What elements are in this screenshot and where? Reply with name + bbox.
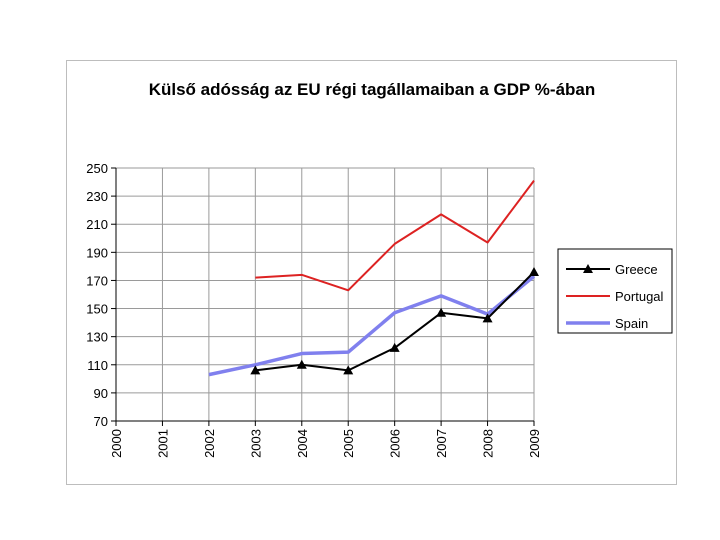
x-tick-label: 2000 <box>109 429 124 458</box>
axes <box>115 168 534 422</box>
legend-marker-greece <box>583 264 593 273</box>
y-tick-label: 90 <box>94 386 108 401</box>
y-axis-ticks: 70 90 110 130 150 170 190 210 230 250 <box>86 161 116 429</box>
series-line-portugal <box>255 180 535 292</box>
x-tick-label: 2007 <box>434 429 449 458</box>
x-axis-ticks: 2000 2001 2002 2003 2004 2005 2006 2007 2008 2009 <box>109 421 542 458</box>
legend-label-greece: Greece <box>615 262 658 277</box>
series-line-spain <box>208 274 536 377</box>
chart-frame <box>66 60 677 485</box>
legend-box <box>557 248 673 334</box>
data-point-greece <box>296 359 307 369</box>
x-tick-label: 2005 <box>341 429 356 458</box>
y-tick-label: 130 <box>86 330 108 345</box>
legend: Greece Portugal Spain <box>557 248 673 334</box>
data-point-greece <box>389 342 400 352</box>
legend-label-spain: Spain <box>615 316 648 331</box>
y-tick-label: 110 <box>87 358 108 373</box>
grid <box>116 167 535 421</box>
y-tick-label: 250 <box>86 161 108 176</box>
series-layer <box>208 180 539 377</box>
legend-label-portugal: Portugal <box>615 289 664 304</box>
data-point-greece <box>250 365 261 375</box>
y-tick-label: 150 <box>86 302 108 317</box>
y-tick-label: 230 <box>86 189 108 204</box>
x-tick-label: 2009 <box>527 429 542 458</box>
y-tick-label: 190 <box>86 245 108 260</box>
x-tick-label: 2008 <box>481 429 496 458</box>
data-point-greece <box>529 267 539 277</box>
x-tick-label: 2002 <box>202 429 217 458</box>
x-tick-label: 2003 <box>248 429 263 458</box>
chart-title: Külső adósság az EU régi tagállamaiban a… <box>149 80 596 99</box>
data-point-greece <box>343 365 354 375</box>
y-tick-label: 170 <box>86 273 108 288</box>
x-tick-label: 2001 <box>155 429 170 458</box>
data-point-greece <box>436 307 447 317</box>
data-point-greece <box>482 313 493 323</box>
x-tick-label: 2004 <box>295 429 310 458</box>
x-tick-label: 2006 <box>388 429 403 458</box>
y-tick-label: 70 <box>94 414 108 429</box>
y-tick-label: 210 <box>86 217 108 232</box>
